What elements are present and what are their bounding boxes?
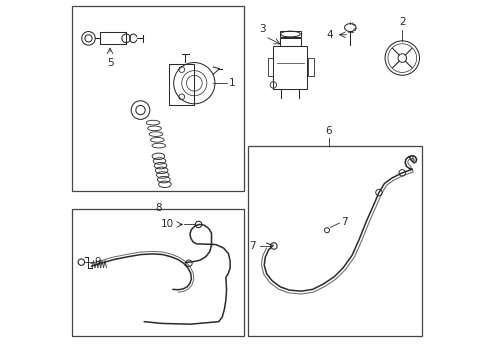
Bar [279,38,301,45]
Text: 8: 8 [155,203,162,213]
Text: 6: 6 [325,126,331,136]
Text: 10: 10 [161,220,174,229]
Bar [72,209,244,336]
Bar [267,58,273,76]
Text: 5: 5 [107,58,114,68]
Bar [279,31,301,37]
Bar [72,6,244,191]
Bar [273,45,307,89]
Text: 1: 1 [228,78,235,88]
Bar [307,58,313,76]
Bar [169,64,194,105]
Text: 7: 7 [341,217,347,227]
Bar [247,146,421,336]
Text: 7: 7 [249,241,255,251]
Text: 4: 4 [326,30,333,40]
Text: 9: 9 [94,257,101,267]
Text: 3: 3 [259,24,265,34]
Text: 2: 2 [398,17,405,27]
